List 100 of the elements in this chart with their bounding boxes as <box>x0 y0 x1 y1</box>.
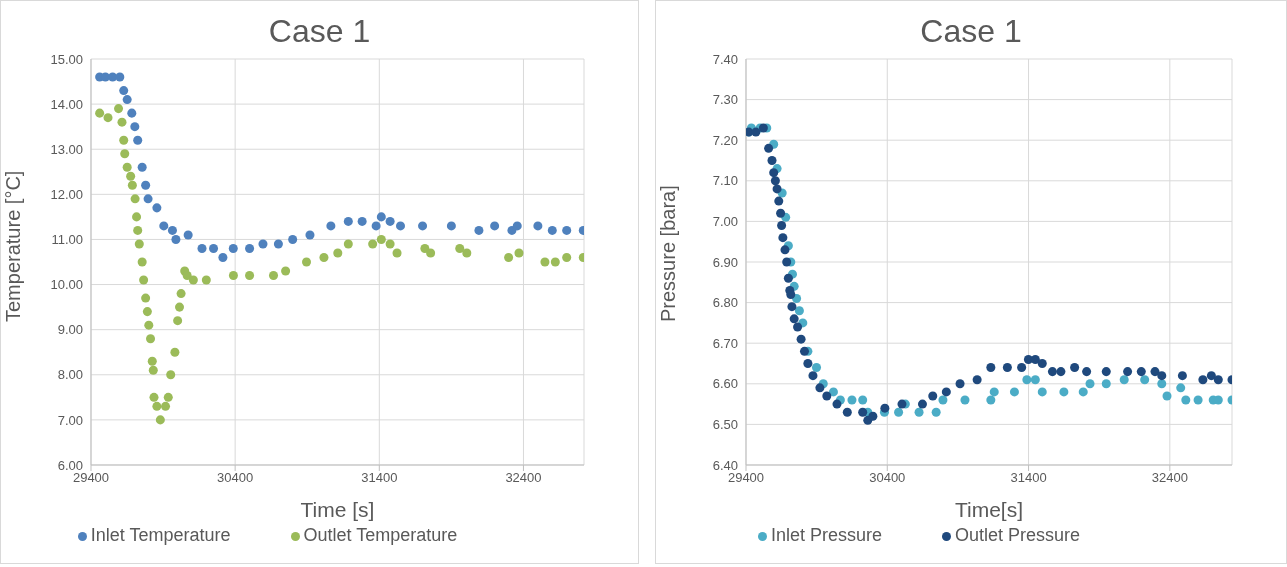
point <box>395 221 406 231</box>
y-tick-label: 6.90 <box>712 254 738 270</box>
point <box>793 322 803 332</box>
point <box>1140 375 1150 385</box>
y-tick-label: 6.40 <box>712 457 738 473</box>
y-tick-label: 12.00 <box>50 186 83 202</box>
point <box>426 248 436 258</box>
point <box>1206 371 1216 381</box>
point <box>333 248 343 258</box>
point <box>512 221 522 231</box>
x-tick-label: 29400 <box>72 470 110 486</box>
x-axis-title: Time[s] <box>954 498 1024 521</box>
point <box>258 239 268 249</box>
point <box>774 196 784 206</box>
point <box>137 162 147 172</box>
point <box>119 135 129 145</box>
point <box>1022 375 1032 385</box>
point <box>209 243 219 253</box>
point <box>183 230 193 240</box>
point <box>1037 358 1047 369</box>
y-tick-label: 7.40 <box>712 51 738 67</box>
point <box>796 334 806 344</box>
point <box>1037 387 1047 397</box>
point <box>245 243 255 253</box>
x-tick-label: 30400 <box>869 470 906 486</box>
point <box>989 387 999 397</box>
point <box>114 104 124 114</box>
point <box>155 415 165 425</box>
point <box>1193 395 1203 405</box>
y-tick-label: 11.00 <box>51 232 83 248</box>
point <box>201 275 211 285</box>
x-tick-label: 29400 <box>727 470 765 486</box>
point <box>1030 354 1040 364</box>
x-tick-label: 30400 <box>217 470 254 486</box>
point <box>161 401 171 411</box>
point <box>301 257 312 267</box>
point <box>343 216 353 226</box>
point <box>127 108 137 118</box>
y-tick-label: 6.50 <box>712 417 738 433</box>
point <box>1136 367 1146 377</box>
point <box>368 239 378 249</box>
point <box>811 363 822 373</box>
point <box>122 95 132 105</box>
point <box>134 239 144 249</box>
point <box>941 387 951 397</box>
point <box>305 230 315 240</box>
chart-title: Case 1 <box>267 12 372 51</box>
y-tick-label: 6.80 <box>712 295 738 311</box>
point <box>139 275 149 285</box>
point <box>1198 375 1208 385</box>
point <box>288 234 298 244</box>
point <box>1177 371 1187 381</box>
point <box>914 407 924 417</box>
point <box>188 275 198 285</box>
point <box>1059 387 1069 397</box>
point <box>533 221 543 231</box>
point <box>792 294 802 304</box>
point <box>772 184 782 194</box>
point <box>880 403 890 413</box>
point <box>1181 395 1191 405</box>
point <box>777 220 787 230</box>
point <box>103 113 113 123</box>
point <box>1157 371 1167 381</box>
point <box>776 208 786 218</box>
point <box>972 375 982 385</box>
point <box>137 257 147 267</box>
point <box>1119 375 1129 385</box>
point <box>273 239 283 249</box>
point <box>376 212 386 222</box>
point <box>163 392 173 402</box>
point <box>228 271 238 281</box>
y-tick-label: 7.30 <box>712 92 738 108</box>
point <box>115 72 125 82</box>
y-tick-label: 6.70 <box>712 335 738 351</box>
point <box>117 117 127 127</box>
point <box>1157 379 1167 389</box>
point <box>562 252 572 262</box>
point <box>1082 367 1092 377</box>
point <box>1101 367 1111 377</box>
point <box>141 180 151 190</box>
point <box>769 168 779 178</box>
point <box>780 245 790 255</box>
point <box>418 221 428 231</box>
point <box>474 225 484 235</box>
point <box>960 395 970 405</box>
point <box>787 302 797 312</box>
point <box>462 248 472 258</box>
y-tick-label: 8.00 <box>57 367 83 383</box>
point <box>514 248 524 258</box>
point <box>143 194 153 204</box>
point <box>132 212 142 222</box>
point <box>149 392 159 402</box>
point <box>133 135 143 145</box>
y-tick-label: 15.00 <box>50 51 83 67</box>
point <box>1085 379 1095 389</box>
point <box>938 395 948 405</box>
point <box>1123 367 1133 377</box>
point <box>167 225 177 235</box>
legend-label: Inlet Temperature <box>90 525 231 545</box>
point <box>175 302 185 312</box>
